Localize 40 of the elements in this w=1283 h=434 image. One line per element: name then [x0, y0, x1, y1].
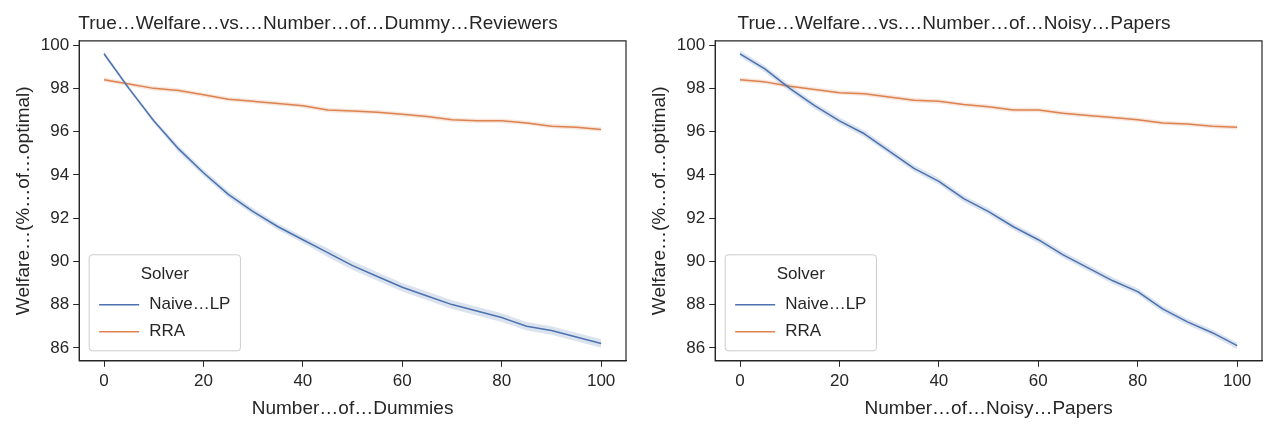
y-tick-label: 90	[50, 251, 70, 271]
y-tick-label: 88	[686, 294, 706, 314]
y-tick-label: 94	[50, 164, 70, 184]
y-tick-label: 86	[50, 337, 70, 357]
y-axis-title: Welfare…(%…of…optimal)	[11, 86, 33, 316]
chart-title: True…Welfare…vs.…Number…of…Noisy…Papers	[737, 11, 1171, 33]
x-tick-label: 20	[193, 370, 213, 390]
x-tick-label: 100	[1222, 370, 1252, 390]
x-tick-label: 100	[586, 370, 616, 390]
x-tick-label: 60	[392, 370, 412, 390]
y-tick-label: 96	[686, 121, 706, 141]
x-tick-label: 60	[1028, 370, 1048, 390]
y-tick-label: 88	[50, 294, 70, 314]
legend-label: Naive…LP	[149, 294, 231, 314]
legend-label: RRA	[149, 321, 186, 341]
y-tick-label: 92	[686, 207, 706, 227]
legend-title: Solver	[776, 264, 826, 284]
x-axis-title: Number…of…Noisy…Papers	[864, 396, 1113, 418]
y-tick-label: 100	[676, 34, 706, 54]
legend-label: RRA	[785, 321, 822, 341]
x-tick-label: 0	[99, 370, 109, 390]
x-tick-label: 20	[829, 370, 849, 390]
legend-title: Solver	[140, 264, 190, 284]
y-tick-label: 90	[686, 251, 706, 271]
y-tick-label: 96	[50, 121, 70, 141]
y-tick-label: 92	[50, 207, 70, 227]
x-tick-label: 80	[1128, 370, 1148, 390]
x-tick-label: 40	[293, 370, 313, 390]
x-tick-label: 80	[492, 370, 512, 390]
y-tick-label: 86	[686, 337, 706, 357]
y-tick-label: 98	[686, 78, 706, 98]
x-tick-label: 0	[735, 370, 745, 390]
legend-label: Naive…LP	[785, 294, 867, 314]
x-tick-label: 40	[929, 370, 949, 390]
y-tick-label: 100	[40, 34, 70, 54]
chart-title: True…Welfare…vs.…Number…of…Dummy…Reviewers	[78, 11, 558, 33]
y-tick-label: 98	[50, 78, 70, 98]
x-axis-title: Number…of…Dummies	[251, 396, 454, 418]
y-axis-title: Welfare…(%…of…optimal)	[647, 86, 669, 316]
y-tick-label: 94	[686, 164, 706, 184]
